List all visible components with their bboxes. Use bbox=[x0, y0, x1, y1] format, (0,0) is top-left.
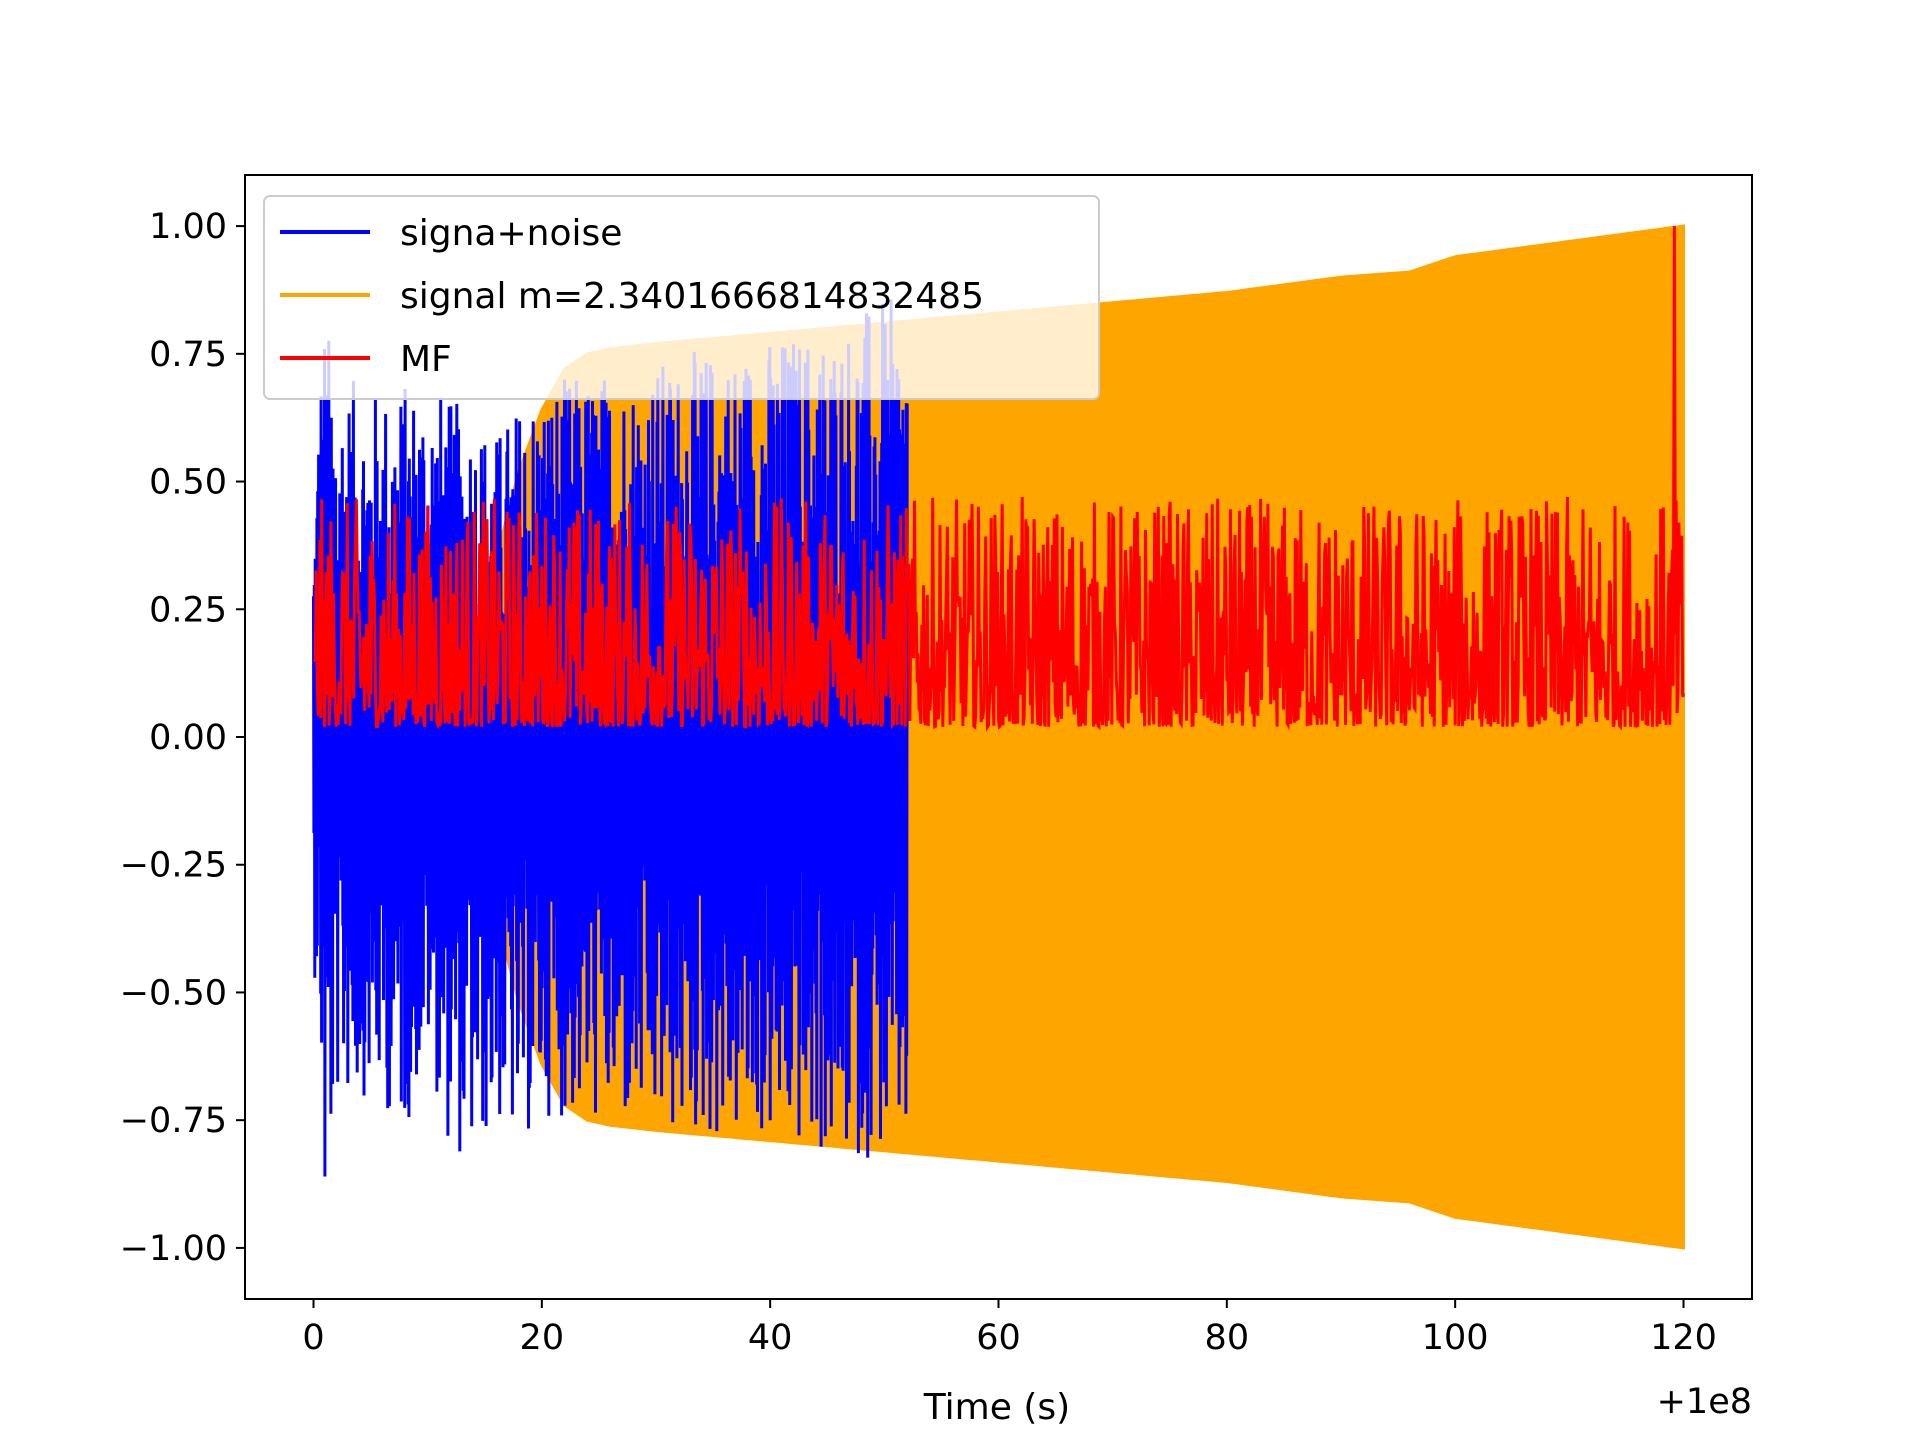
x-tick-label: 20 bbox=[520, 1318, 565, 1358]
y-tick-label: −0.25 bbox=[120, 846, 227, 886]
x-tick-label: 80 bbox=[1205, 1318, 1250, 1358]
legend-label-signa-noise: signa+noise bbox=[400, 213, 622, 254]
legend: signa+noise signal m=2.3401666814832485 … bbox=[263, 195, 1100, 400]
x-tick-label: 40 bbox=[748, 1318, 793, 1358]
y-axis-ticks: 1.00 0.75 0.50 0.25 0.00 −0.25 −0.50 −0.75 −1.00 bbox=[120, 207, 245, 1269]
x-tick-label: 100 bbox=[1422, 1318, 1489, 1358]
y-tick-label: −0.50 bbox=[120, 973, 227, 1013]
y-tick-label: −0.75 bbox=[120, 1101, 227, 1141]
mf-line bbox=[313, 226, 1685, 732]
plot-frame bbox=[244, 174, 1753, 1300]
x-axis-label: Time (s) bbox=[923, 1387, 1070, 1428]
y-tick-label: 0.00 bbox=[149, 718, 227, 758]
plot-area bbox=[312, 224, 1685, 1250]
x-tick-label: 120 bbox=[1650, 1318, 1717, 1358]
y-tick-label: 0.75 bbox=[149, 335, 227, 375]
x-tick-label: 60 bbox=[976, 1318, 1021, 1358]
series-mf bbox=[313, 226, 1685, 732]
legend-label-mf: MF bbox=[400, 339, 452, 380]
x-axis-offset-label: +1e8 bbox=[1657, 1382, 1752, 1422]
y-tick-label: 0.50 bbox=[149, 463, 227, 503]
y-tick-label: −1.00 bbox=[120, 1229, 227, 1269]
legend-label-signal: signal m=2.3401666814832485 bbox=[400, 276, 984, 317]
y-tick-label: 1.00 bbox=[149, 207, 227, 247]
x-tick-label: 0 bbox=[302, 1318, 324, 1358]
y-tick-label: 0.25 bbox=[149, 590, 227, 630]
legend-box bbox=[263, 195, 1100, 400]
x-axis-ticks: 0 20 40 60 80 100 120 bbox=[302, 1299, 1717, 1358]
